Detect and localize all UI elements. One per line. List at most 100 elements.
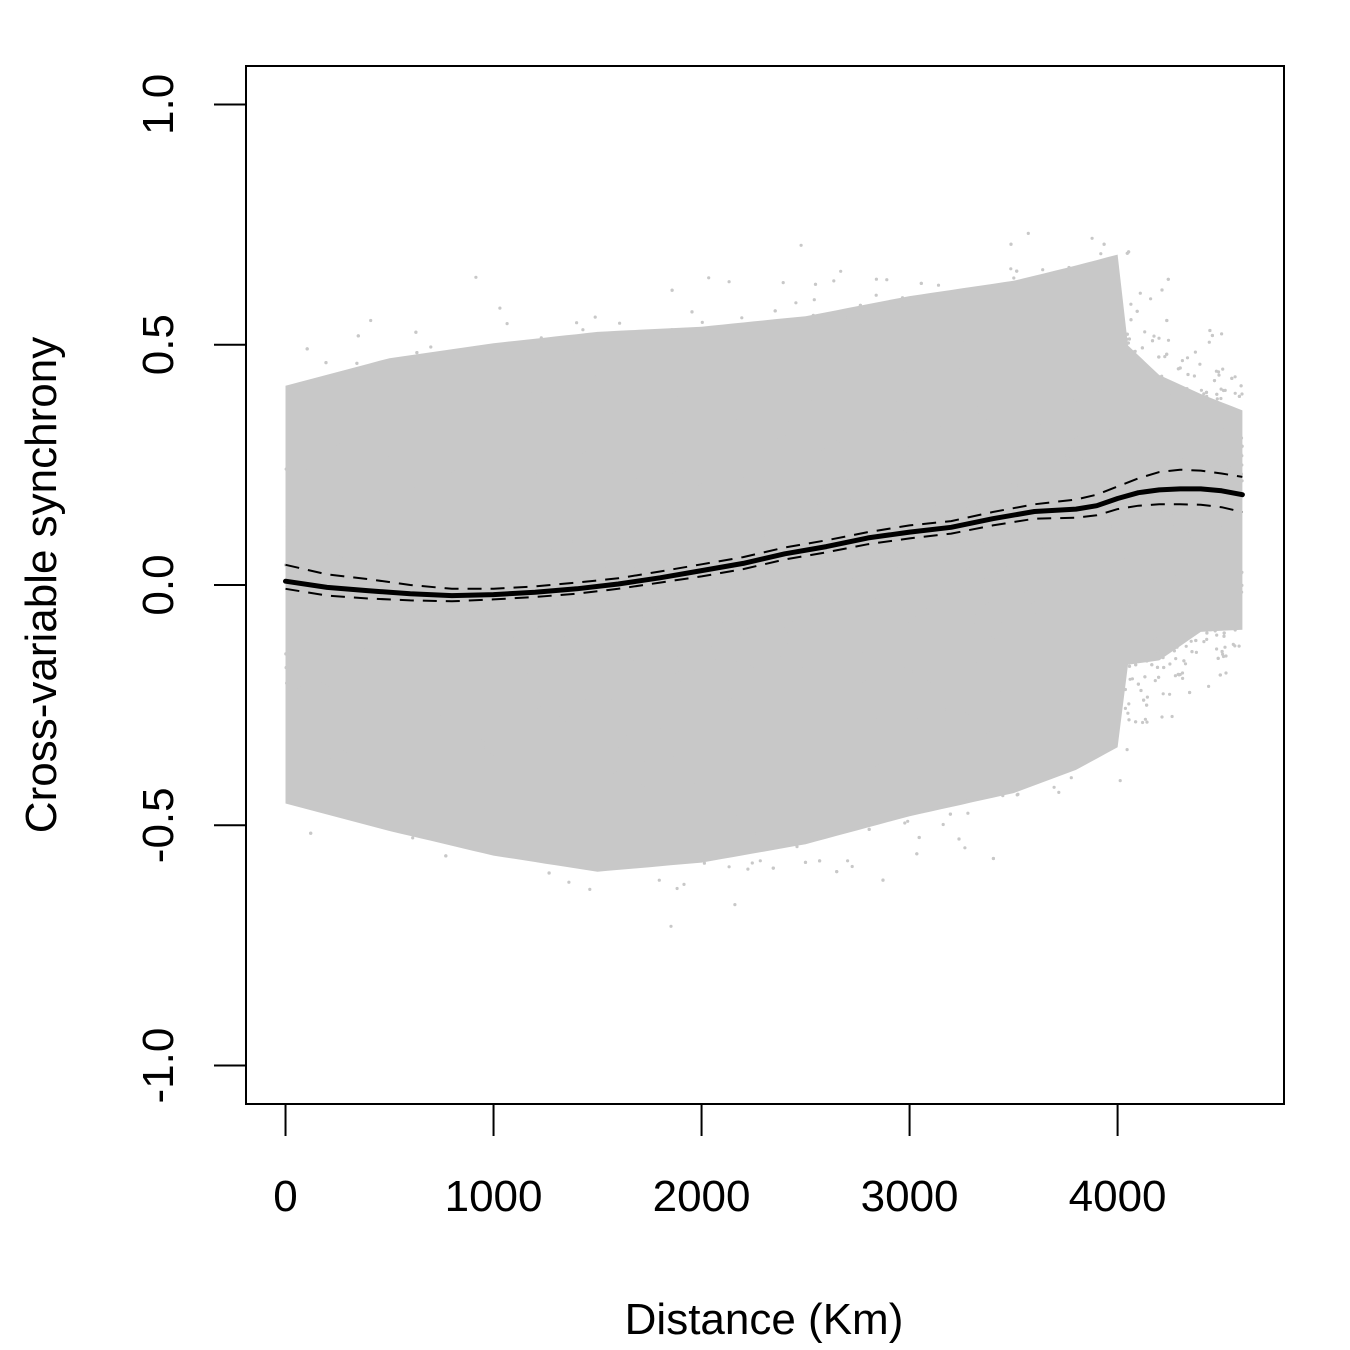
scatter-point xyxy=(671,554,676,558)
scatter-point xyxy=(564,771,568,775)
scatter-point xyxy=(481,656,485,660)
scatter-point xyxy=(1240,583,1244,588)
scatter-point xyxy=(917,687,921,691)
scatter-point xyxy=(1026,475,1030,479)
scatter-point xyxy=(825,429,830,433)
scatter-point xyxy=(641,745,646,749)
scatter-point xyxy=(770,846,774,850)
scatter-point xyxy=(490,514,494,518)
scatter-point xyxy=(793,560,797,564)
scatter-point xyxy=(1144,566,1148,570)
scatter-point xyxy=(370,686,375,690)
scatter-point xyxy=(763,491,767,495)
scatter-point xyxy=(1006,418,1010,422)
scatter-point xyxy=(658,503,663,507)
scatter-point xyxy=(957,440,961,444)
scatter-point xyxy=(1211,613,1215,617)
scatter-point xyxy=(878,734,882,738)
scatter-point xyxy=(997,560,1001,565)
scatter-point xyxy=(1036,533,1040,537)
scatter-point xyxy=(1144,408,1148,412)
scatter-point xyxy=(1061,562,1066,566)
scatter-point xyxy=(805,494,809,498)
scatter-point xyxy=(788,490,792,494)
scatter-point xyxy=(538,548,542,552)
scatter-point xyxy=(420,482,424,486)
scatter-point xyxy=(733,513,737,517)
scatter-point xyxy=(1206,499,1210,503)
scatter-point xyxy=(582,559,586,563)
scatter-point xyxy=(512,428,516,432)
scatter-point xyxy=(519,651,523,655)
scatter-point xyxy=(1101,321,1105,325)
scatter-point xyxy=(832,748,836,752)
scatter-point xyxy=(1126,411,1131,415)
scatter-point xyxy=(1117,460,1121,464)
scatter-point xyxy=(429,742,433,746)
scatter-point xyxy=(1168,529,1172,533)
scatter-point xyxy=(1222,474,1226,478)
scatter-point xyxy=(423,740,427,744)
scatter-point xyxy=(321,673,325,677)
scatter-point xyxy=(726,374,730,378)
scatter-point xyxy=(485,617,489,621)
scatter-point xyxy=(416,519,420,523)
scatter-point xyxy=(646,654,650,658)
scatter-point xyxy=(1168,506,1172,510)
scatter-point xyxy=(1025,652,1029,656)
scatter-point xyxy=(795,447,799,451)
scatter-point xyxy=(704,709,708,713)
scatter-point xyxy=(830,739,834,743)
scatter-point xyxy=(664,639,668,643)
scatter-point xyxy=(827,703,832,707)
scatter-point xyxy=(381,694,385,698)
scatter-point xyxy=(479,702,483,706)
scatter-point xyxy=(406,630,410,634)
scatter-point xyxy=(773,572,777,576)
scatter-point xyxy=(627,759,631,763)
scatter-point xyxy=(1073,675,1077,679)
scatter-point xyxy=(701,635,706,640)
scatter-point xyxy=(1197,565,1201,569)
scatter-point xyxy=(879,512,883,516)
scatter-point xyxy=(325,421,329,425)
scatter-point xyxy=(981,421,985,425)
scatter-point xyxy=(936,618,941,622)
scatter-point xyxy=(694,551,698,555)
scatter-point xyxy=(1025,392,1030,396)
scatter-point xyxy=(769,584,773,588)
scatter-point xyxy=(360,492,364,497)
scatter-point xyxy=(1026,649,1030,653)
scatter-point xyxy=(1008,380,1012,384)
scatter-point xyxy=(410,707,414,711)
scatter-point xyxy=(668,542,672,546)
scatter-point xyxy=(816,572,820,576)
scatter-point xyxy=(1057,790,1061,795)
scatter-point xyxy=(325,669,329,673)
scatter-point xyxy=(1154,404,1158,408)
scatter-point xyxy=(1114,504,1118,508)
scatter-point xyxy=(358,490,362,495)
scatter-point xyxy=(890,491,894,495)
scatter-point xyxy=(720,579,724,583)
scatter-point xyxy=(466,578,470,583)
scatter-point xyxy=(1224,456,1229,460)
scatter-point xyxy=(718,435,722,439)
scatter-point xyxy=(1071,369,1076,373)
scatter-point xyxy=(766,495,771,499)
scatter-point xyxy=(490,565,494,570)
scatter-point xyxy=(897,608,902,612)
scatter-point xyxy=(1228,418,1233,422)
scatter-point xyxy=(813,556,817,560)
scatter-point xyxy=(762,583,767,587)
scatter-point xyxy=(744,378,748,382)
scatter-point xyxy=(1057,597,1061,602)
scatter-point xyxy=(1114,525,1118,530)
scatter-point xyxy=(459,376,463,380)
scatter-point xyxy=(530,827,535,831)
scatter-point xyxy=(432,555,436,559)
scatter-point xyxy=(844,567,848,571)
scatter-point xyxy=(912,592,916,596)
scatter-point xyxy=(812,492,816,496)
scatter-point xyxy=(1176,400,1180,404)
